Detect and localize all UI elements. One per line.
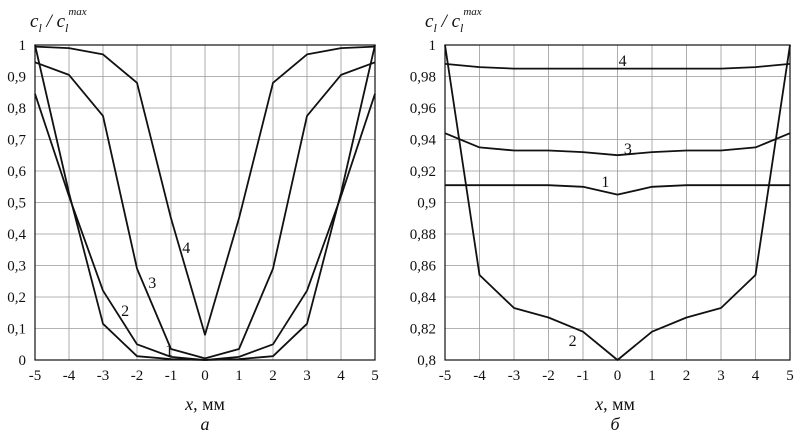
panel-a-ylabel: cl / clmax: [30, 6, 87, 35]
panel-a-xtick-label: -4: [63, 368, 76, 384]
panel-a-series-3-line: [34, 61, 376, 360]
panel-a-ytick-label: 0,9: [7, 70, 26, 86]
panel-b-series-3-label: 3: [624, 141, 632, 158]
panel-b-ytick-label: 0,98: [410, 70, 436, 86]
panel-a-series-2-line: [34, 93, 376, 361]
panel-a-ytick-label: 0,2: [7, 290, 26, 306]
panel-b-ytick-label: 0,82: [410, 322, 436, 338]
panel-a-label: а: [201, 414, 210, 434]
panel-a-series-2-label: 2: [121, 303, 129, 320]
panel-a-xtick-label: 3: [303, 368, 311, 384]
panel-b-series-2-label: 2: [569, 333, 577, 350]
panel-b-ytick-label: 0,94: [410, 133, 437, 149]
panel-a-ytick-label: 0,4: [7, 227, 26, 243]
panel-b-ytick-label: 0,86: [410, 259, 437, 275]
panel-b-ytick-label: 0,92: [410, 164, 436, 180]
panel-a-series-4-line: [34, 45, 376, 336]
panel-a-ytick-label: 0,6: [7, 164, 26, 180]
panel-a-xtick-label: 1: [235, 368, 243, 384]
panel-b-series-1-label: 1: [601, 174, 609, 191]
panel-b-label: б: [610, 414, 620, 434]
panel-b-series-1-line: [445, 184, 790, 196]
panel-a-ytick-label: 0,1: [7, 322, 26, 338]
panel-a-xlabel: x, мм: [184, 394, 225, 414]
panel-b-ytick-label: 1: [429, 38, 437, 54]
panel-b-ytick-label: 0,8: [417, 353, 436, 369]
panel-b-series-2-line: [444, 44, 791, 361]
panel-a-ytick-label: 0: [19, 353, 27, 369]
panel-b-series-4-line: [444, 63, 791, 70]
panel-a-ytick-label: 0,8: [7, 101, 26, 117]
panel-a-xtick-label: 2: [269, 368, 277, 384]
panel-a-ytick-label: 0,7: [7, 133, 26, 149]
panel-b-xtick-label: 1: [648, 368, 656, 384]
panel-b-xlabel: x, мм: [594, 394, 635, 414]
panel-b-xtick-label: -5: [439, 368, 452, 384]
panel-b-ylabel: cl / clmax: [425, 6, 482, 35]
panel-a-xtick-label: -2: [131, 368, 144, 384]
panel-a-ytick-label: 0,5: [7, 196, 26, 212]
panel-b-xtick-label: 5: [786, 368, 794, 384]
panel-a-xtick-label: 5: [371, 368, 379, 384]
panel-a-xtick-label: 0: [201, 368, 209, 384]
panel-a-series-4-label: 4: [182, 240, 190, 257]
panel-a-ytick-label: 1: [19, 38, 27, 54]
panel-a-series-3-label: 3: [148, 275, 156, 292]
panel-b-xtick-label: 2: [683, 368, 691, 384]
panel-b-xtick-label: -3: [508, 368, 521, 384]
panel-a-ytick-label: 0,3: [7, 259, 26, 275]
panel-a-xtick-label: -1: [165, 368, 178, 384]
panel-b-ytick-label: 0,9: [417, 196, 436, 212]
panel-a-xtick-label: 4: [337, 368, 345, 384]
panel-b-xtick-label: 4: [752, 368, 760, 384]
panel-b-xtick-label: -1: [577, 368, 590, 384]
panel-a-xtick-label: -5: [29, 368, 42, 384]
panel-b-series-4-label: 4: [619, 53, 627, 70]
panel-b-xtick-label: -2: [542, 368, 555, 384]
panel-b-series-3-line: [444, 132, 791, 157]
panel-a-xtick-label: -3: [97, 368, 110, 384]
panel-b-xtick-label: -4: [473, 368, 486, 384]
panel-b-xtick-label: 0: [614, 368, 622, 384]
panel-b-xtick-label: 3: [717, 368, 725, 384]
panel-a-series-1-label: 1: [165, 343, 173, 360]
panel-b-ytick-label: 0,96: [410, 101, 437, 117]
panel-b-ytick-label: 0,84: [410, 290, 437, 306]
panel-b-ytick-label: 0,88: [410, 227, 436, 243]
